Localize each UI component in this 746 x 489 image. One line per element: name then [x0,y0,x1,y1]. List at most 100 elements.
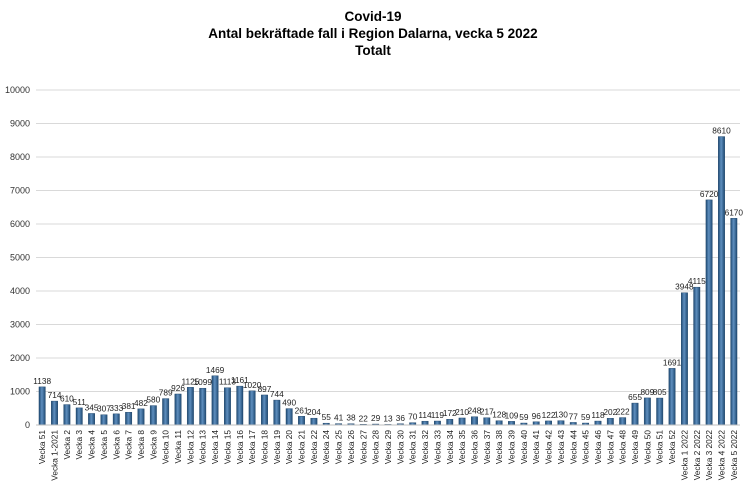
x-tick-label: Vecka 41 [531,430,541,465]
data-label: 222 [616,407,630,417]
bar [174,393,182,426]
data-label: 172 [443,408,457,418]
x-tick-label: Vecka 51 [37,430,47,465]
bar [298,416,305,426]
x-tick-label: Vecka 18 [259,430,269,465]
bar [681,292,688,426]
x-tick-label: Vecka 11 [173,430,183,464]
bar [75,407,83,426]
x-tick-label: Vecka 32 [420,430,430,465]
data-label: 96 [532,411,542,421]
data-label: 202 [603,407,617,417]
data-label: 204 [307,407,321,417]
x-tick-label: Vecka 47 [605,430,615,465]
data-label: 6720 [700,189,719,199]
data-label: 41 [334,413,344,423]
x-tick-label: Vecka 4 [87,430,97,460]
data-label: 714 [48,390,62,400]
bar [619,417,627,426]
data-label: 744 [270,389,284,399]
x-tick-label: Vecka 20 [284,430,294,465]
x-tick-label: Vecka 19 [272,430,282,465]
bar [421,420,429,426]
data-label: 128 [492,410,506,420]
bar [446,419,454,426]
y-tick-label: 6000 [10,219,30,229]
data-label: 3948 [675,282,694,292]
bar [545,420,552,426]
x-tick-label: Vecka 27 [358,430,368,465]
x-tick-label: Vecka 34 [445,430,455,465]
bar [248,390,256,426]
x-tick-label: Vecka 7 [124,430,134,460]
bar [483,417,491,426]
bar [668,368,676,426]
y-tick-label: 1000 [10,387,30,397]
x-tick-label: Vecka 38 [494,430,504,465]
bar [471,416,478,426]
y-tick-label: 8000 [10,152,30,162]
data-label: 4115 [688,276,706,286]
y-tick-label: 9000 [10,119,30,129]
data-label: 610 [60,394,74,404]
bar [149,405,157,426]
bar [495,420,503,426]
bar [730,218,738,426]
data-label: 1113 [219,377,237,387]
x-tick-label: Vecka 1-2021 [50,430,60,481]
data-label: 122 [542,410,556,420]
data-label: 22 [359,413,369,423]
x-tick-label: Vecka 16 [235,430,245,465]
x-tick-label: Vecka 30 [395,430,405,465]
chart-subtitle: Antal bekräftade fall i Region Dalarna, … [208,26,538,41]
x-tick-label: Vecka 3 [74,430,84,460]
data-label: 1020 [243,380,262,390]
data-label: 6170 [725,207,744,217]
data-label: 130 [554,410,568,420]
data-label: 59 [581,412,591,422]
x-tick-label: Vecka 36 [469,430,479,465]
bar [285,408,293,426]
data-label: 789 [159,388,173,398]
bar [137,408,145,426]
data-label: 1138 [33,376,51,386]
y-tick-label: 5000 [10,253,30,263]
bar [433,420,441,426]
x-tick-label: Vecka 44 [568,430,578,465]
data-label: 482 [134,398,148,408]
x-tick-label: Vecka 39 [507,430,517,465]
chart-title: Covid-19 [344,9,402,24]
bar [656,397,664,426]
y-tick-label: 0 [25,420,30,430]
bar [100,414,108,426]
x-tick-label: Vecka 29 [383,430,393,465]
x-tick-label: Vecka 6 [111,430,121,460]
x-tick-label: Vecka 48 [618,430,628,465]
x-tick-label: Vecka 24 [321,430,331,465]
bar [261,394,268,426]
data-label: 926 [171,383,185,393]
x-tick-label: Vecka 4 2022 [716,430,726,481]
data-label: 210 [455,407,469,417]
data-label: 1099 [194,377,213,387]
bar [643,397,651,426]
bar [594,420,602,426]
data-label: 333 [109,403,123,413]
data-label: 55 [322,412,332,422]
data-label: 655 [628,392,642,402]
data-label: 59 [519,412,529,422]
bar [557,420,565,426]
x-tick-label: Vecka 14 [210,430,220,465]
x-tick-label: Vecka 3 2022 [704,430,714,481]
data-label: 109 [505,410,519,420]
bar [508,421,515,426]
x-tick-label: Vecka 40 [519,430,529,465]
bar [718,136,725,426]
bar [224,387,231,426]
x-tick-label: Vecka 1 2022 [679,430,689,481]
x-tick-label: Vecka 52 [667,430,677,465]
bar [273,399,281,426]
bar [705,199,713,426]
x-tick-label: Vecka 31 [408,430,418,465]
data-label: 70 [408,412,418,422]
